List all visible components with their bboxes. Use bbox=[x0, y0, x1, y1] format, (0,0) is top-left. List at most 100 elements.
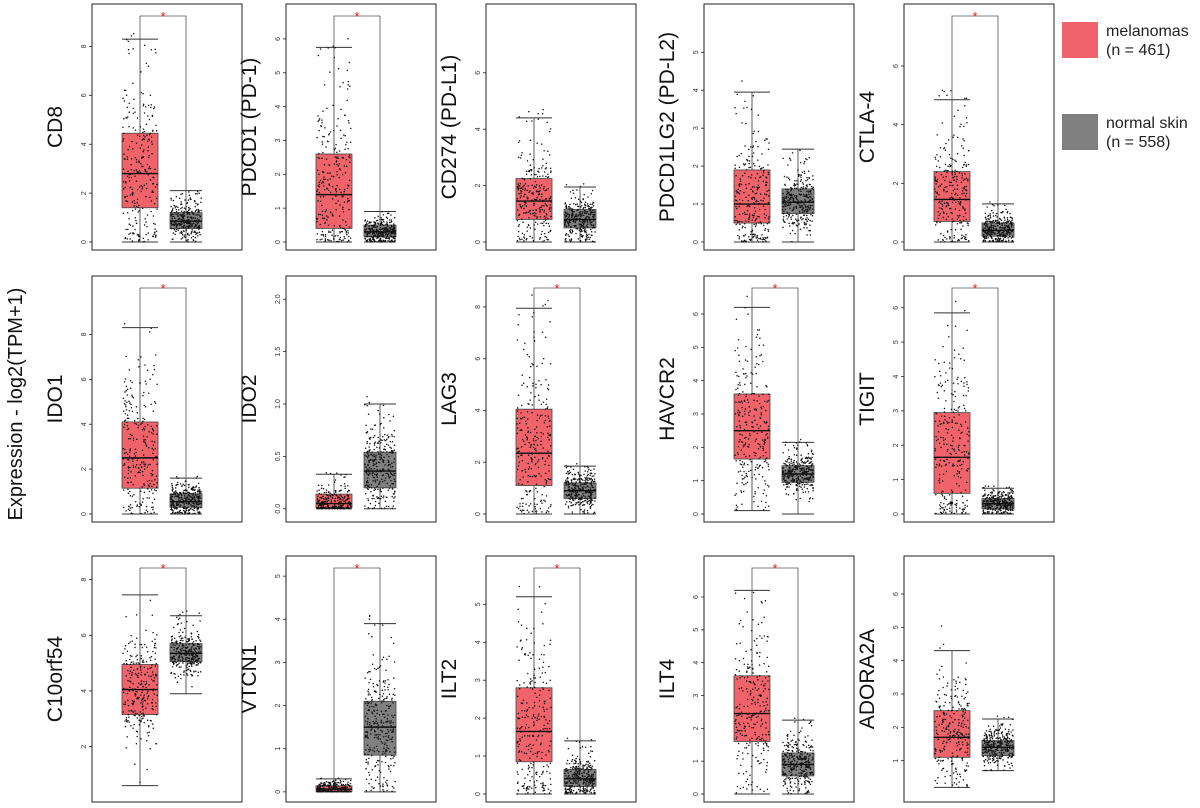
data-point-melanomas bbox=[130, 157, 133, 160]
data-point-normal-skin bbox=[175, 205, 177, 208]
data-point-melanomas bbox=[758, 329, 761, 331]
data-point-melanomas bbox=[544, 168, 547, 170]
data-point-melanomas bbox=[347, 200, 349, 202]
data-point-normal-skin bbox=[390, 452, 392, 454]
data-point-normal-skin bbox=[366, 450, 369, 453]
data-point-melanomas bbox=[544, 463, 546, 466]
data-point-normal-skin bbox=[590, 221, 593, 224]
data-point-normal-skin bbox=[393, 223, 395, 225]
data-point-melanomas bbox=[131, 495, 134, 497]
data-point-melanomas bbox=[547, 454, 550, 457]
data-point-melanomas bbox=[138, 366, 140, 368]
data-point-normal-skin bbox=[567, 465, 569, 468]
data-point-melanomas bbox=[318, 191, 321, 194]
data-point-melanomas bbox=[125, 451, 127, 454]
data-point-melanomas bbox=[525, 493, 528, 496]
data-point-normal-skin bbox=[188, 206, 190, 209]
data-point-normal-skin bbox=[183, 222, 186, 224]
data-point-normal-skin bbox=[382, 461, 384, 463]
data-point-normal-skin bbox=[792, 208, 795, 211]
data-point-melanomas bbox=[152, 449, 154, 451]
data-point-melanomas bbox=[757, 448, 760, 450]
data-point-melanomas bbox=[153, 400, 156, 403]
data-point-melanomas bbox=[938, 200, 941, 203]
data-point-melanomas bbox=[949, 181, 951, 184]
data-point-melanomas bbox=[962, 206, 964, 208]
data-point-melanomas bbox=[143, 461, 145, 463]
data-point-melanomas bbox=[762, 236, 764, 239]
data-point-melanomas bbox=[531, 316, 534, 318]
data-point-melanomas bbox=[546, 406, 549, 408]
data-point-normal-skin bbox=[378, 497, 380, 500]
data-point-normal-skin bbox=[570, 225, 572, 228]
data-point-melanomas bbox=[518, 461, 520, 463]
data-point-melanomas bbox=[140, 144, 143, 146]
data-point-melanomas bbox=[138, 209, 141, 212]
data-point-melanomas bbox=[542, 401, 545, 404]
data-point-melanomas bbox=[959, 204, 962, 206]
data-point-normal-skin bbox=[588, 216, 591, 219]
data-point-melanomas bbox=[141, 422, 143, 424]
data-point-melanomas bbox=[767, 484, 769, 486]
significance-star: * bbox=[160, 281, 165, 296]
data-point-melanomas bbox=[748, 213, 751, 215]
data-point-melanomas bbox=[761, 439, 764, 441]
data-point-melanomas bbox=[757, 487, 759, 489]
data-point-normal-skin bbox=[366, 477, 369, 479]
legend: melanomas (n = 461) normal skin (n = 558… bbox=[1062, 22, 1189, 151]
significance-star: * bbox=[160, 9, 165, 24]
data-point-normal-skin bbox=[790, 216, 792, 218]
data-point-melanomas bbox=[145, 62, 148, 64]
data-point-melanomas bbox=[328, 239, 330, 241]
data-point-melanomas bbox=[147, 484, 150, 487]
data-point-melanomas bbox=[938, 94, 941, 97]
data-point-melanomas bbox=[741, 212, 744, 215]
data-point-normal-skin bbox=[587, 236, 590, 238]
data-point-normal-skin bbox=[171, 482, 173, 485]
data-point-normal-skin bbox=[388, 476, 391, 479]
data-point-melanomas bbox=[142, 92, 144, 95]
data-point-melanomas bbox=[127, 438, 130, 440]
data-point-melanomas bbox=[142, 103, 145, 106]
data-point-normal-skin bbox=[782, 198, 784, 201]
data-point-melanomas bbox=[517, 456, 520, 458]
data-point-normal-skin bbox=[575, 232, 577, 235]
y-tick-label: 3 bbox=[693, 412, 700, 416]
data-point-normal-skin bbox=[592, 486, 595, 489]
data-point-normal-skin bbox=[583, 206, 585, 209]
data-point-normal-skin bbox=[579, 502, 582, 505]
data-point-melanomas bbox=[338, 500, 341, 503]
data-point-melanomas bbox=[756, 432, 759, 435]
data-point-melanomas bbox=[934, 178, 936, 180]
data-point-melanomas bbox=[744, 234, 747, 236]
data-point-melanomas bbox=[149, 331, 151, 333]
data-point-normal-skin bbox=[198, 227, 201, 229]
data-point-normal-skin bbox=[174, 206, 177, 209]
data-point-melanomas bbox=[748, 148, 750, 151]
data-point-melanomas bbox=[327, 179, 329, 181]
data-point-normal-skin bbox=[367, 453, 369, 455]
data-point-normal-skin bbox=[989, 214, 991, 216]
data-point-melanomas bbox=[757, 159, 759, 161]
data-point-normal-skin bbox=[577, 198, 580, 200]
data-point-melanomas bbox=[152, 235, 155, 238]
data-point-normal-skin bbox=[183, 210, 185, 213]
data-point-melanomas bbox=[139, 502, 141, 505]
data-point-normal-skin bbox=[183, 505, 185, 507]
data-point-normal-skin bbox=[373, 455, 375, 458]
data-point-melanomas bbox=[133, 169, 135, 172]
data-point-normal-skin bbox=[590, 234, 593, 236]
data-point-melanomas bbox=[122, 447, 124, 450]
data-point-melanomas bbox=[748, 204, 750, 206]
data-point-melanomas bbox=[527, 468, 530, 470]
y-tick-label: 0 bbox=[693, 240, 700, 244]
data-point-melanomas bbox=[140, 461, 143, 463]
data-point-melanomas bbox=[740, 240, 743, 242]
data-point-melanomas bbox=[326, 494, 328, 496]
data-point-melanomas bbox=[143, 391, 145, 394]
data-point-normal-skin bbox=[384, 239, 387, 242]
y-tick-label: 6 bbox=[893, 64, 900, 68]
data-point-melanomas bbox=[348, 239, 350, 242]
data-point-normal-skin bbox=[387, 233, 390, 235]
data-point-normal-skin bbox=[984, 239, 986, 242]
